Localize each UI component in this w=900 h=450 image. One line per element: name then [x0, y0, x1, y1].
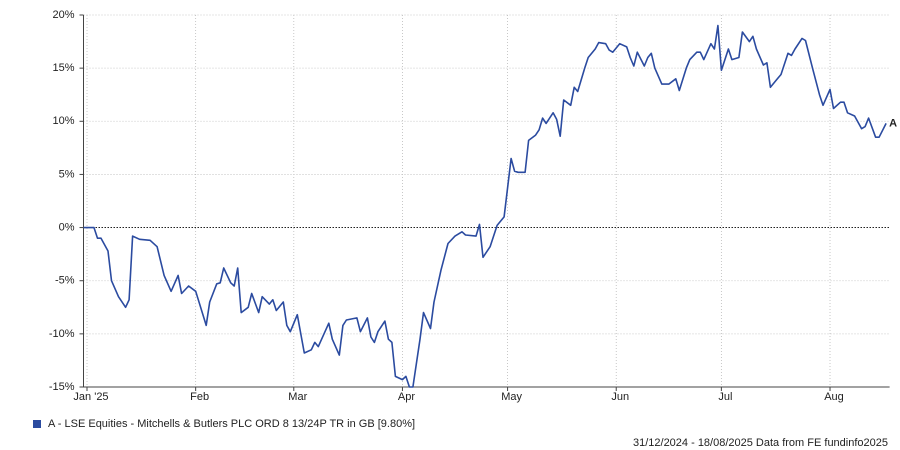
x-tick-label: Aug	[824, 391, 844, 403]
x-tick-label: May	[501, 391, 522, 403]
x-tick-label: Apr	[398, 391, 415, 403]
y-tick-label: -15%	[49, 381, 75, 393]
x-tick-label: Jan '25	[73, 391, 108, 403]
x-tick-label: Feb	[190, 391, 209, 403]
y-tick-label: 5%	[59, 168, 75, 180]
series-line	[83, 24, 887, 388]
y-tick-label: 20%	[52, 9, 74, 21]
x-tick-label: Jul	[718, 391, 732, 403]
end-label: A	[889, 117, 897, 129]
y-tick-label: 0%	[59, 221, 75, 233]
x-tick-label: Mar	[288, 391, 307, 403]
x-tick-label: Jun	[611, 391, 629, 403]
y-tick-label: 10%	[52, 115, 74, 127]
y-tick-label: -5%	[55, 275, 75, 287]
footer: 31/12/2024 - 18/08/2025 Data from FE fun…	[633, 437, 888, 449]
y-tick-label: -10%	[49, 328, 75, 340]
y-tick-label: 15%	[52, 62, 74, 74]
legend-swatch	[33, 420, 41, 428]
legend-label: A - LSE Equities - Mitchells & Butlers P…	[48, 418, 415, 430]
